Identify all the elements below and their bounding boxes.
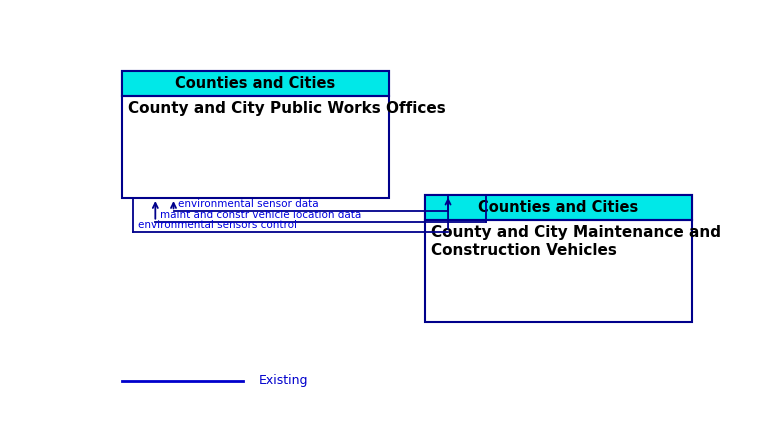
Text: maint and constr vehicle location data: maint and constr vehicle location data (160, 210, 361, 219)
Text: Counties and Cities: Counties and Cities (175, 76, 335, 91)
Bar (122, 71, 389, 96)
Text: Counties and Cities: Counties and Cities (479, 200, 638, 215)
Text: County and City Public Works Offices: County and City Public Works Offices (128, 101, 446, 117)
Bar (122, 71, 389, 198)
Text: Existing: Existing (258, 374, 308, 387)
Text: environmental sensor data: environmental sensor data (178, 199, 319, 209)
Text: County and City Maintenance and
Construction Vehicles: County and City Maintenance and Construc… (431, 225, 721, 258)
Bar (425, 195, 692, 322)
Text: environmental sensors control: environmental sensors control (138, 220, 296, 230)
Bar (425, 195, 692, 220)
Bar (122, 71, 389, 96)
Bar (425, 195, 692, 220)
